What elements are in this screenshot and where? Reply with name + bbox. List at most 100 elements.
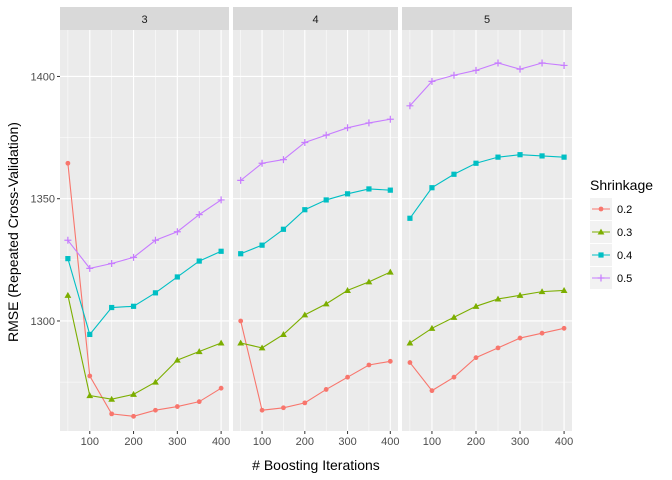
series-0.2 — [238, 318, 393, 413]
data-point — [494, 59, 502, 67]
data-point — [302, 400, 308, 406]
x-tick-label: 200 — [467, 436, 485, 448]
data-point — [87, 373, 93, 379]
series-0.5 — [406, 59, 568, 110]
data-point — [450, 71, 458, 79]
data-point — [428, 77, 436, 85]
data-point — [217, 339, 225, 346]
data-point — [131, 413, 136, 419]
data-point — [344, 124, 352, 132]
series-0.3 — [237, 268, 394, 351]
x-tick-label: 200 — [296, 436, 314, 448]
data-point — [450, 313, 458, 320]
data-point — [259, 407, 265, 413]
data-point — [473, 355, 479, 361]
data-point — [195, 348, 203, 355]
data-point — [429, 388, 435, 394]
data-point — [345, 374, 350, 380]
data-point — [323, 197, 329, 203]
series-0.5 — [64, 196, 225, 272]
data-point — [87, 331, 93, 338]
data-point — [174, 404, 180, 409]
y-tick-label: 1300 — [31, 316, 55, 328]
data-point — [386, 115, 394, 123]
x-tick-label: 400 — [381, 436, 399, 448]
data-point — [64, 291, 72, 298]
legend-key-marker — [598, 252, 604, 258]
data-point — [64, 236, 72, 244]
data-point — [429, 185, 435, 191]
data-point — [237, 176, 245, 184]
series-line — [240, 320, 391, 411]
facet-strip-label: 5 — [484, 14, 490, 26]
series-0.3 — [64, 291, 225, 402]
data-point — [258, 344, 266, 351]
data-point — [561, 154, 567, 160]
series-line — [67, 199, 222, 270]
data-point — [302, 207, 308, 213]
data-point — [472, 302, 480, 309]
data-point — [108, 260, 116, 268]
data-point — [173, 356, 181, 363]
series-0.2 — [407, 325, 567, 394]
legend-label: 0.3 — [617, 227, 632, 239]
x-tick-label: 200 — [124, 436, 142, 448]
series-line — [409, 327, 565, 392]
series-line — [67, 295, 222, 400]
series-line — [240, 271, 391, 349]
facet-strip-label: 4 — [312, 14, 318, 26]
legend-item-0.2: 0.2 — [590, 198, 632, 220]
data-point — [472, 66, 480, 74]
series-0.4 — [407, 152, 567, 221]
data-point — [366, 362, 372, 368]
data-point — [217, 196, 225, 204]
data-point — [538, 59, 546, 67]
data-point — [218, 385, 224, 391]
series-0.4 — [238, 186, 393, 257]
legend-item-0.3: 0.3 — [590, 221, 632, 243]
data-point — [238, 318, 244, 324]
legend-label: 0.5 — [617, 273, 632, 285]
data-point — [366, 186, 372, 192]
x-tick-label: 100 — [423, 436, 441, 448]
data-point — [65, 256, 71, 262]
data-point — [516, 291, 524, 298]
series-line — [240, 118, 391, 181]
y-tick-label: 1400 — [31, 71, 55, 83]
data-point — [451, 171, 457, 177]
data-point — [495, 345, 501, 351]
facet-strip-label: 3 — [141, 14, 147, 26]
x-tick-label: 300 — [168, 436, 186, 448]
legend-label: 0.4 — [617, 250, 632, 262]
data-point — [174, 274, 180, 280]
data-point — [237, 339, 245, 346]
x-tick-label: 400 — [212, 436, 230, 448]
plot-background — [60, 30, 229, 431]
x-tick-label: 400 — [555, 436, 573, 448]
data-point — [517, 152, 523, 158]
data-point — [218, 248, 224, 254]
data-point — [539, 153, 545, 159]
data-point — [280, 331, 287, 337]
data-point — [153, 407, 158, 413]
x-tick-label: 300 — [511, 436, 529, 448]
x-tick-label: 100 — [253, 436, 271, 448]
data-point — [495, 154, 501, 160]
data-point — [323, 387, 329, 392]
data-point — [259, 242, 265, 248]
data-point — [108, 395, 116, 402]
series-0.5 — [237, 115, 394, 184]
data-point — [130, 253, 138, 261]
data-point — [386, 268, 394, 275]
data-point — [86, 264, 94, 272]
data-point — [322, 300, 330, 307]
data-point — [473, 160, 479, 166]
data-point — [344, 191, 351, 197]
facet-strip — [402, 7, 572, 30]
series-line — [240, 188, 391, 255]
legend-item-0.5: 0.5 — [590, 267, 632, 289]
data-point — [365, 278, 373, 285]
legend-key-marker — [597, 274, 605, 282]
data-point — [344, 287, 351, 293]
